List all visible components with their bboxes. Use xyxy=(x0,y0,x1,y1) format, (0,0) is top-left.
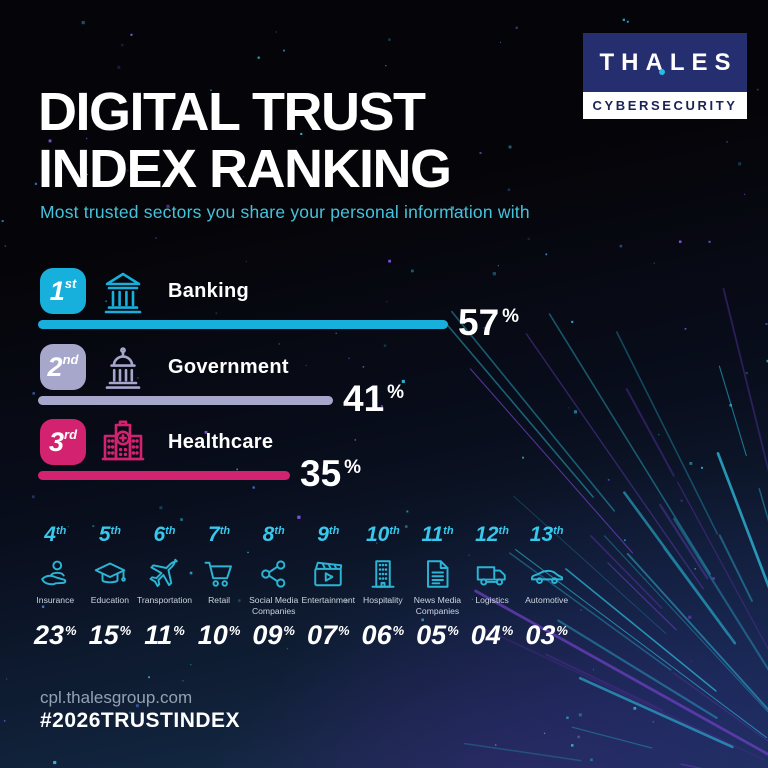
sector-label: Hospitality xyxy=(363,595,403,605)
rank-number: 1 xyxy=(49,275,65,306)
rank-label: 9th xyxy=(317,523,340,546)
logistics-icon xyxy=(474,556,510,592)
subtitle: Most trusted sectors you share your pers… xyxy=(40,202,530,222)
news-media-icon xyxy=(419,556,455,592)
title-line-2: INDEX RANKING xyxy=(38,139,452,199)
retail-icon xyxy=(201,556,237,592)
sector-col-hospitality: 10th Hospitality 06% xyxy=(356,524,411,649)
cybersecurity-strip: CYBERSECURITY xyxy=(583,92,747,119)
cybersecurity-text: CYBERSECURITY xyxy=(592,98,738,113)
percent-sign: % xyxy=(344,457,362,478)
percent-value: 57 xyxy=(458,302,500,343)
rank-label: 10th xyxy=(365,523,400,546)
sector-percent: 06% xyxy=(361,620,405,650)
healthcare-icon xyxy=(99,418,147,466)
sector-percent: 23% xyxy=(33,620,77,650)
sector-label: Logistics xyxy=(475,595,509,605)
sector-percent: 10% xyxy=(197,620,241,650)
percent-sign: % xyxy=(502,306,520,327)
percent-value: 41 xyxy=(343,378,385,419)
government-icon xyxy=(99,343,147,391)
rank-number: 3 xyxy=(48,426,65,457)
title-line-1: DIGITAL TRUST xyxy=(38,82,426,142)
sector-label: Government xyxy=(168,355,289,378)
banking-bar xyxy=(38,320,448,329)
government-bar xyxy=(38,396,333,405)
rank-suffix: rd xyxy=(64,426,78,442)
sector-col-automotive: 13th Automotive 03% xyxy=(519,524,574,649)
percent-value: 35 xyxy=(300,453,342,494)
sector-col-entertainment: 9th Entertainment 07% xyxy=(301,524,356,649)
percent-sign: % xyxy=(387,382,405,403)
logo-accent-dot xyxy=(659,69,665,75)
rank-label: 5th xyxy=(98,523,121,546)
sector-label: Banking xyxy=(168,279,249,302)
sector-col-transportation: 6th Transportation 11% xyxy=(137,524,192,649)
rank-label: 7th xyxy=(208,523,231,546)
sector-label: Automotive xyxy=(525,595,569,605)
sector-percent: 09% xyxy=(252,620,295,650)
sector-col-insurance: 4th Insurance 23% xyxy=(28,524,83,649)
rank-label: 6th xyxy=(153,523,176,546)
website-url: cpl.thalesgroup.com xyxy=(40,688,193,707)
thales-logo-box: THALES xyxy=(583,33,747,92)
sector-col-education: 5th Education 15% xyxy=(83,524,138,649)
education-icon xyxy=(92,556,128,592)
rank-label: 12th xyxy=(475,523,509,546)
sector-col-retail: 7th Retail 10% xyxy=(192,524,247,649)
social-media-icon xyxy=(256,556,292,592)
rank-label: 13th xyxy=(529,523,564,546)
sector-label: Transportation xyxy=(136,595,193,605)
sector-col-logistics: 12th Logistics 04% xyxy=(465,524,520,649)
insurance-icon xyxy=(37,556,73,592)
thales-brand-text: THALES xyxy=(599,48,738,76)
rank-number: 2 xyxy=(47,351,63,382)
sector-col-social-media: 8th Social Media Companies 09% xyxy=(246,524,301,649)
rank-suffix: nd xyxy=(62,351,79,367)
sector-percent: 07% xyxy=(306,620,350,650)
rank-label: 4th xyxy=(44,523,67,546)
sector-label: Social Media Companies xyxy=(249,595,299,616)
sector-percent: 05% xyxy=(416,620,459,650)
healthcare-percent: 35% xyxy=(300,455,361,492)
healthcare-bar xyxy=(38,471,290,480)
hospitality-icon xyxy=(365,556,401,592)
banking-percent: 57% xyxy=(458,304,519,341)
sector-label: Retail xyxy=(208,595,231,605)
sector-label: Healthcare xyxy=(168,430,274,453)
sector-percent: 03% xyxy=(525,620,568,650)
sector-percent: 04% xyxy=(470,620,514,650)
page-title: DIGITAL TRUST INDEX RANKING xyxy=(38,82,452,199)
sector-percent: 11% xyxy=(144,620,185,650)
sector-ranking-grid: 4th Insurance 23% 5th Education 15% 6th … xyxy=(28,524,574,649)
rank-label: 11th xyxy=(421,523,454,546)
sector-label: News Media Companies xyxy=(413,595,462,616)
campaign-hashtag: #2026TRUSTINDEX xyxy=(40,709,241,732)
transportation-icon xyxy=(146,556,182,592)
sector-label: Entertainment xyxy=(301,595,356,605)
sector-label: Education xyxy=(90,595,129,605)
bank-icon xyxy=(99,267,147,315)
thales-logo: THALES CYBERSECURITY xyxy=(583,33,747,119)
sector-col-news-media: 11th News Media Companies 05% xyxy=(410,524,465,649)
sector-percent: 15% xyxy=(88,620,132,650)
entertainment-icon xyxy=(310,556,346,592)
sector-label: Insurance xyxy=(36,595,75,605)
rank-suffix: st xyxy=(64,275,77,291)
automotive-icon xyxy=(529,556,565,592)
government-percent: 41% xyxy=(343,380,404,417)
rank-label: 8th xyxy=(262,523,285,546)
